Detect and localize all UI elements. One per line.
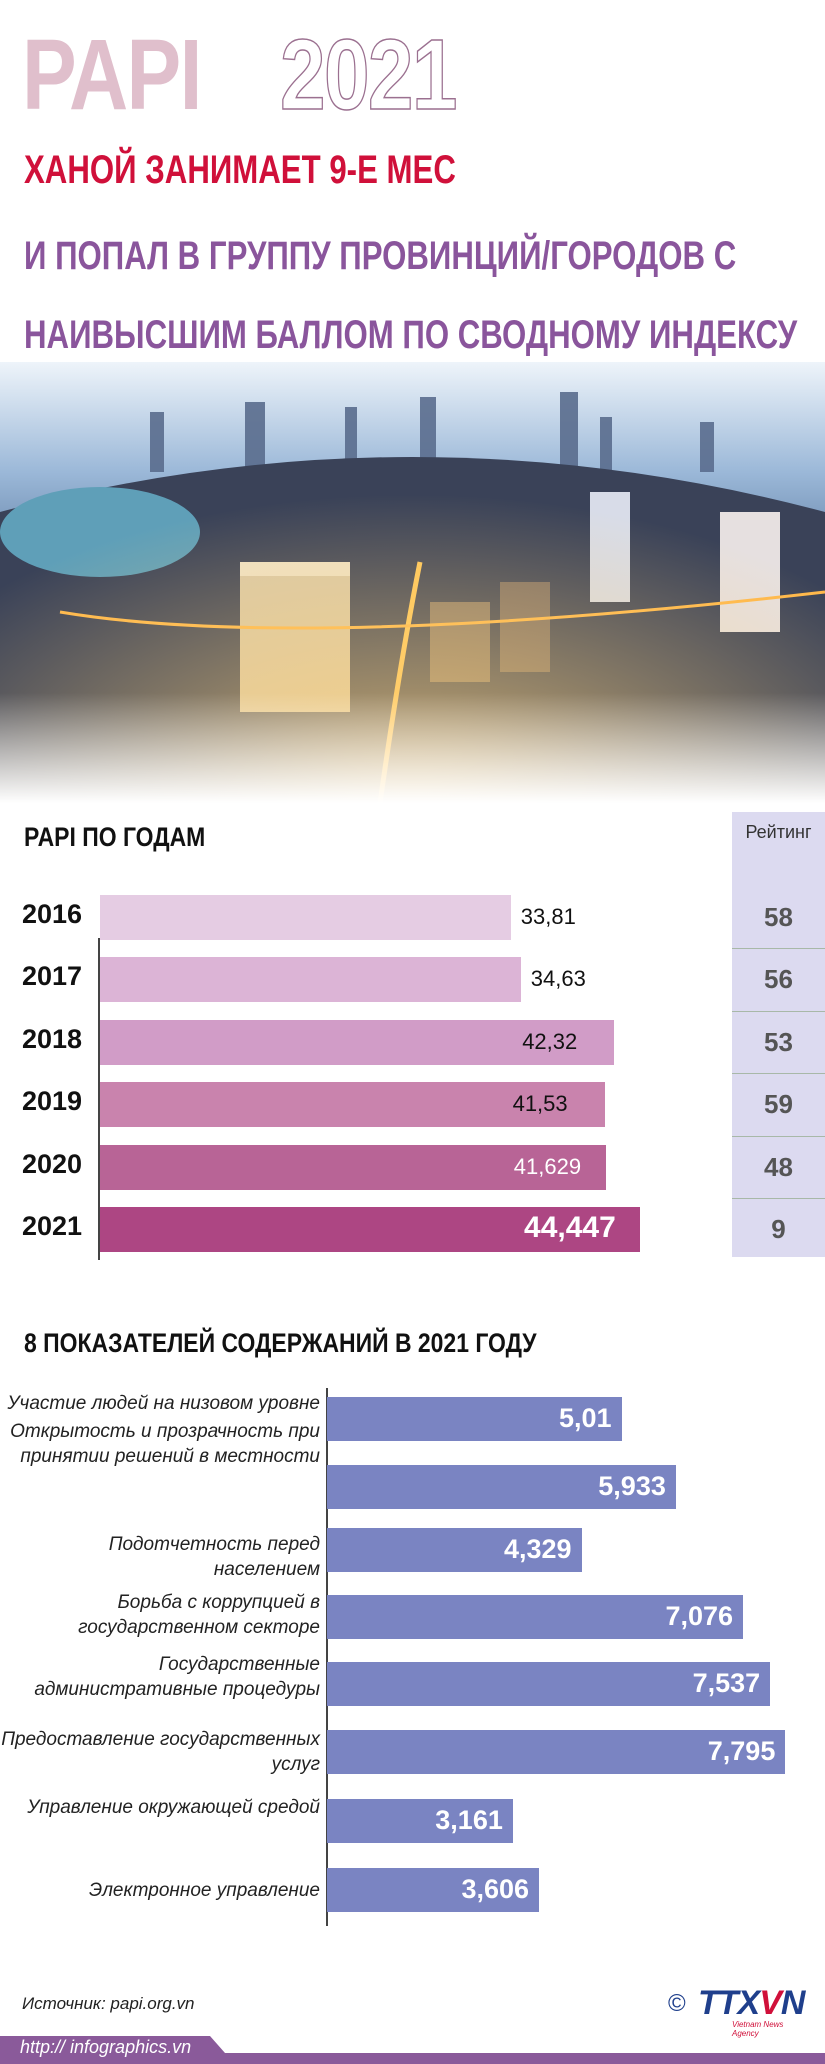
indicator-bar — [327, 1868, 540, 1912]
indicator-label: Управление окружающей средой — [27, 1797, 320, 1818]
rating-value: 48 — [764, 1151, 793, 1182]
indicator-value: 3,161 — [435, 1805, 503, 1835]
year-label: 2017 — [22, 961, 83, 992]
indicator-value: 3,606 — [461, 1874, 530, 1904]
footer-band — [0, 2036, 825, 2064]
headline-line2: И ПОПАЛ В ГРУППУ ПРОВИНЦИЙ/ГОРОДОВ С — [24, 234, 737, 278]
indicator-bar — [327, 1528, 582, 1572]
indicator-label: Подотчетность перед населением — [108, 1534, 320, 1580]
year-bar — [100, 895, 511, 940]
chart2-axis — [326, 1388, 328, 1926]
year-bar — [100, 957, 521, 1003]
rating-value: 53 — [764, 1026, 793, 1057]
indicator-bar — [327, 1662, 771, 1706]
rating-value: 56 — [764, 964, 793, 995]
indicator-value: 4,329 — [503, 1534, 572, 1564]
rating-divider — [732, 948, 825, 950]
year-label: 2021 — [22, 1211, 83, 1241]
year-bar — [100, 1144, 606, 1190]
footer-url[interactable]: http:// infographics.vn — [20, 2037, 192, 2057]
rating-divider — [732, 1198, 825, 1199]
year-bar — [100, 1082, 605, 1128]
year-bar — [100, 1207, 641, 1252]
indicator-bar — [327, 1730, 786, 1774]
indicator-label: Электронное управление — [89, 1879, 320, 1901]
rating-value: 9 — [771, 1214, 786, 1244]
year-value: 41,629 — [513, 1153, 582, 1179]
year-value: 42,32 — [522, 1028, 578, 1054]
indicator-label: Государственные административные процеду… — [34, 1654, 320, 1700]
year-bar — [100, 1019, 615, 1065]
chart1-title: PAPI ПО ГОДАМ — [24, 822, 206, 852]
year-value: 33,81 — [520, 904, 576, 929]
title-year: 2021 — [279, 18, 458, 132]
rating-value: 58 — [764, 902, 793, 932]
chart1-axis — [98, 938, 100, 1260]
rating-value: 59 — [764, 1089, 793, 1120]
year-value: 34,63 — [530, 966, 586, 992]
indicator-bar — [327, 1595, 744, 1639]
indicator-bar — [327, 1799, 513, 1843]
year-label: 2020 — [22, 1148, 83, 1179]
indicator-value: 7,076 — [665, 1601, 734, 1631]
rating-divider — [732, 1073, 825, 1075]
rating-column — [732, 812, 825, 1257]
title-papi: PAPI — [22, 19, 202, 131]
year-label: 2018 — [22, 1023, 83, 1054]
indicator-bar — [327, 1397, 622, 1441]
indicator-value: 7,795 — [707, 1736, 776, 1766]
indicator-label: Борьба с коррупцией в государственном се… — [78, 1592, 320, 1638]
year-label: 2019 — [22, 1086, 83, 1117]
headline-red: ХАНОЙ ЗАНИМАЕТ 9-Е МЕС — [24, 148, 456, 192]
indicator-label: Предоставление государственных услуг — [1, 1729, 320, 1775]
indicator-value: 5,01 — [559, 1403, 612, 1433]
year-label: 2016 — [22, 899, 83, 929]
rating-divider — [732, 1010, 825, 1012]
indicator-bar — [327, 1465, 676, 1509]
year-value: 41,53 — [512, 1091, 568, 1117]
year-value: 44,447 — [524, 1211, 616, 1244]
source-text: Источник: papi.org.vn — [22, 1994, 195, 2013]
rating-divider — [732, 1135, 825, 1137]
indicator-label: Участие людей на низовом уровне — [7, 1393, 320, 1414]
copyright-icon: © — [668, 1990, 686, 2017]
indicator-value: 7,537 — [692, 1668, 761, 1698]
indicator-label: Открытость и прозрачность при принятии р… — [10, 1420, 320, 1467]
headline-line3: НАИВЫСШИМ БАЛЛОМ ПО СВОДНОМУ ИНДЕКСУ — [24, 313, 798, 357]
rating-header: Рейтинг — [745, 822, 812, 842]
hanoi-city-photo — [0, 362, 825, 803]
chart2-title: 8 ПОКАЗАТЕЛЕЙ СОДЕРЖАНИЙ В 2021 ГОДУ — [24, 1328, 537, 1358]
ttxvn-logo: © TTXVN Vietnam News Agency — [668, 1984, 805, 2038]
indicator-value: 5,933 — [598, 1471, 666, 1501]
